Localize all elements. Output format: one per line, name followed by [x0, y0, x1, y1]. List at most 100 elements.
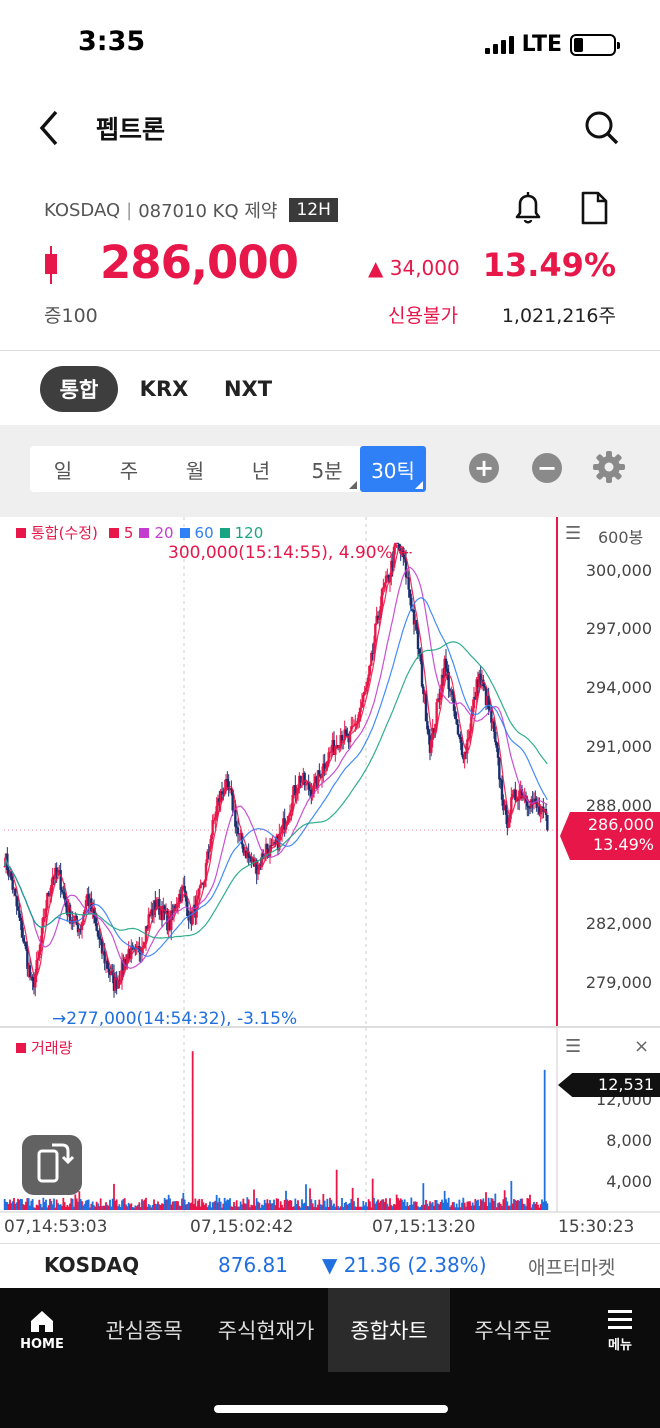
volume-bar: [285, 1190, 287, 1210]
volume-bar: [407, 1206, 410, 1210]
volume-bar: [6, 1202, 9, 1210]
volume-bar: [7, 1204, 10, 1210]
volume-bar: [122, 1199, 125, 1210]
candle: [412, 610, 416, 625]
candle: [507, 822, 510, 828]
volume-bar: [378, 1202, 381, 1210]
back-button[interactable]: [32, 106, 72, 150]
candle: [418, 649, 421, 654]
candle: [476, 679, 480, 688]
candle: [500, 779, 504, 800]
candle: [83, 910, 86, 915]
volume-bar: [53, 1198, 55, 1210]
tab-nxt[interactable]: NXT: [223, 377, 273, 401]
volume-bar: [67, 1206, 70, 1210]
close-icon[interactable]: ×: [634, 1036, 650, 1057]
volume-bar: [534, 1203, 537, 1210]
volume-bar: [121, 1200, 123, 1210]
candle: [430, 740, 433, 753]
price-chart[interactable]: [0, 517, 660, 1257]
volume-bar: [235, 1200, 238, 1210]
alert-button[interactable]: [508, 188, 548, 228]
chart-menu-icon[interactable]: ☰: [565, 523, 582, 544]
volume-bar: [395, 1194, 398, 1210]
menu-icon: [608, 1310, 632, 1329]
volume-bar: [82, 1205, 85, 1210]
volume-bar: [85, 1200, 87, 1210]
tab-integrated[interactable]: 통합: [40, 366, 118, 412]
volume-bar: [353, 1201, 355, 1210]
volume-bar: [73, 1206, 75, 1210]
candle: [326, 761, 329, 768]
tab-krx[interactable]: KRX: [139, 377, 189, 401]
volume-bar: [482, 1198, 485, 1210]
volume-bar: [26, 1198, 29, 1210]
candle: [440, 674, 444, 693]
volume-bar: [509, 1205, 511, 1210]
candle: [32, 981, 36, 988]
volume-bar: [165, 1199, 167, 1210]
candle: [220, 791, 224, 794]
nav-current-price[interactable]: 주식현재가: [217, 1319, 315, 1343]
rotate-screen-button[interactable]: [22, 1135, 82, 1195]
volume-bar: [105, 1202, 107, 1210]
zoom-out-button[interactable]: −: [532, 453, 562, 483]
volume-bar: [147, 1204, 150, 1210]
candle: [272, 842, 276, 845]
volume-bar: [475, 1200, 478, 1210]
candle: [59, 870, 62, 890]
nav-menu[interactable]: 메뉴: [580, 1288, 660, 1372]
candle: [218, 798, 221, 803]
volume-bar: [410, 1197, 413, 1210]
candle: [492, 721, 496, 732]
volume-bar: [517, 1200, 519, 1210]
candle: [436, 698, 440, 703]
period-week[interactable]: 주: [119, 458, 139, 483]
period-month[interactable]: 월: [185, 458, 205, 483]
candle: [300, 780, 304, 783]
period-minute[interactable]: 5분: [294, 446, 360, 492]
nav-watchlist[interactable]: 관심종목: [105, 1319, 183, 1343]
period-tick[interactable]: 30틱: [360, 446, 426, 492]
zoom-in-button[interactable]: +: [469, 453, 499, 483]
period-year[interactable]: 년: [251, 458, 271, 483]
volume-bar: [362, 1200, 365, 1210]
candle: [35, 960, 38, 974]
settings-button[interactable]: [592, 450, 626, 484]
candle: [332, 739, 336, 755]
volume-bar: [369, 1201, 371, 1210]
page-title: 펩트론: [96, 115, 166, 144]
period-day[interactable]: 일: [53, 458, 73, 483]
volume-bar: [281, 1204, 283, 1210]
candle: [226, 779, 229, 782]
volume-bar: [342, 1207, 345, 1210]
volume-bar: [327, 1206, 330, 1210]
volume-bar: [269, 1199, 271, 1210]
volume-bar: [497, 1203, 499, 1210]
candle: [343, 729, 346, 741]
volume-bar: [106, 1204, 109, 1210]
volume-bar: [350, 1198, 353, 1210]
volume-bar: [458, 1199, 461, 1210]
volume-bar: [49, 1198, 51, 1210]
nav-home[interactable]: HOME: [0, 1288, 84, 1372]
candle: [3, 865, 6, 867]
volume-bar: [477, 1199, 479, 1210]
search-button[interactable]: [582, 106, 622, 150]
candle: [128, 949, 132, 959]
nav-chart[interactable]: 종합차트: [328, 1288, 450, 1372]
candle: [379, 606, 382, 618]
candle: [142, 945, 145, 948]
candle: [235, 826, 238, 828]
candle: [271, 844, 274, 846]
x-tick: 15:30:23: [558, 1217, 635, 1237]
candle: [287, 816, 290, 821]
nav-order[interactable]: 주식주문: [474, 1319, 552, 1343]
volume-bar: [203, 1204, 206, 1210]
index-ticker[interactable]: [0, 1243, 660, 1287]
document-button[interactable]: [574, 188, 614, 228]
volume-menu-icon[interactable]: ☰: [565, 1036, 582, 1057]
volume-bar: [471, 1202, 474, 1210]
after-market-label: 애프터마켓: [528, 1257, 616, 1279]
volume-bar: [13, 1198, 15, 1210]
